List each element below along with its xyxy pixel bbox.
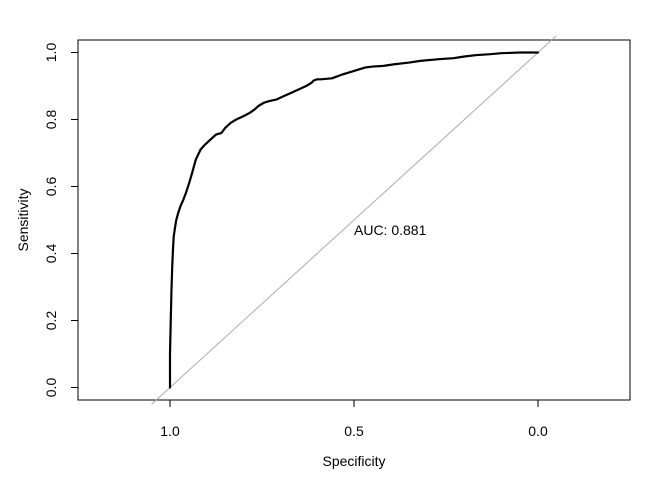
y-tick-label: 0.2 <box>43 311 59 331</box>
roc-curve <box>168 51 540 389</box>
y-tick-label: 0.6 <box>43 177 59 197</box>
reference-diagonal-line <box>151 35 557 405</box>
x-axis: 1.0 0.5 0.0 <box>160 399 548 439</box>
y-tick-label: 1.0 <box>43 43 59 63</box>
x-tick-label: 0.5 <box>344 423 364 439</box>
y-tick-label: 0.4 <box>43 244 59 264</box>
x-axis-label: Specificity <box>322 453 385 469</box>
y-tick-label: 0.0 <box>43 378 59 398</box>
x-tick-label: 1.0 <box>160 423 180 439</box>
y-tick-label: 0.8 <box>43 110 59 130</box>
y-axis: 0.0 0.2 0.4 0.6 0.8 1.0 <box>43 43 79 398</box>
y-axis-label: Sensitivity <box>15 188 31 251</box>
auc-annotation: AUC: 0.881 <box>354 222 427 238</box>
x-tick-label: 0.0 <box>528 423 548 439</box>
